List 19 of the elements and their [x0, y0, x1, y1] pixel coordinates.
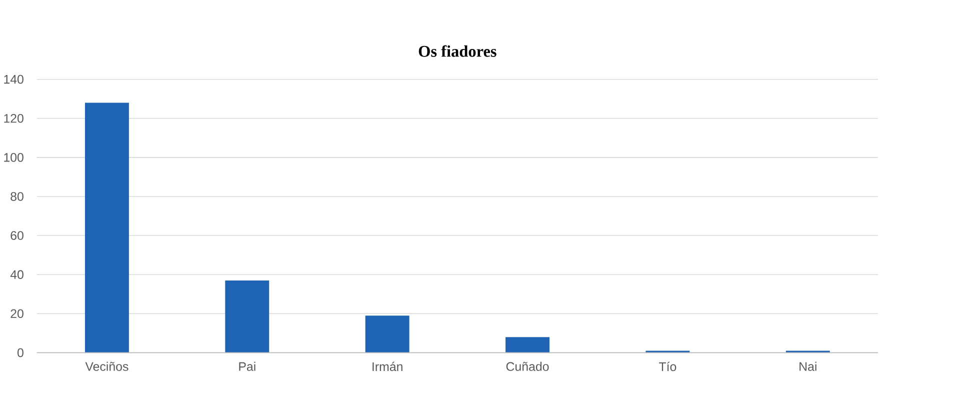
bar	[365, 316, 410, 353]
y-tick-label: 40	[10, 270, 24, 280]
bar	[225, 280, 270, 353]
x-tick-label: Pai	[239, 362, 256, 372]
y-tick-label: 140	[4, 75, 24, 84]
x-tick-label: Tío	[659, 362, 676, 372]
x-tick-label: Irmán	[372, 362, 402, 372]
x-tick-label: Veciños	[85, 362, 128, 372]
y-tick-label: 120	[4, 114, 24, 123]
chart-title: Os fiadores	[418, 45, 496, 58]
x-tick-label: Cuñado	[506, 362, 549, 372]
y-tick-label: 100	[4, 153, 24, 162]
y-tick-label: 0	[17, 348, 24, 358]
x-tick-label: Nai	[800, 362, 816, 372]
y-tick-label: 60	[10, 231, 24, 240]
bar	[506, 337, 550, 353]
bar	[84, 102, 129, 353]
y-tick-label: 20	[10, 309, 24, 318]
y-tick-label: 80	[10, 192, 24, 202]
